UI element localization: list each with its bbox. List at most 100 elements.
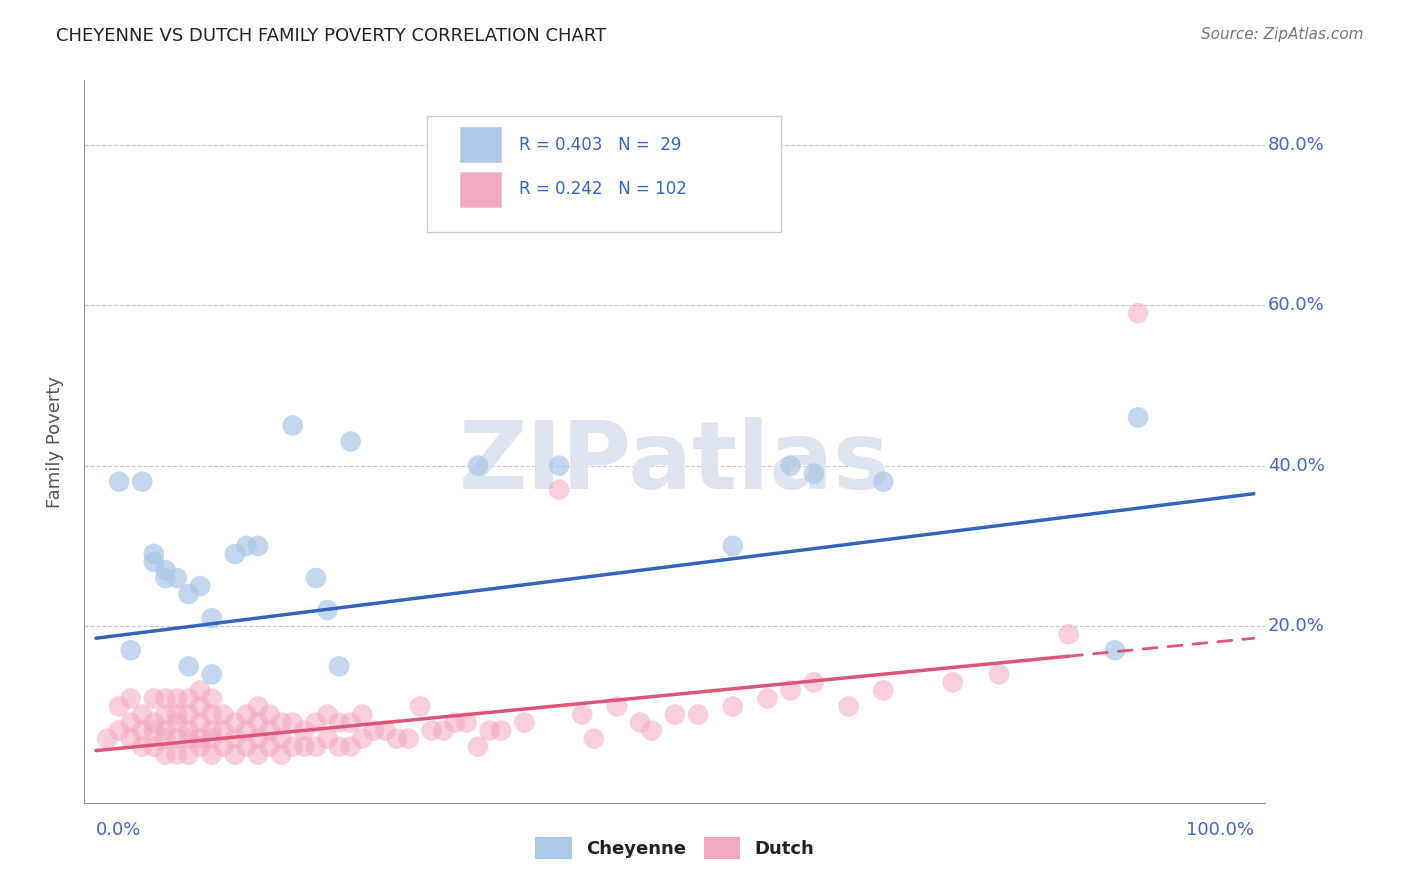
Point: [339, 715, 361, 730]
Point: [374, 723, 396, 738]
Text: CHEYENNE VS DUTCH FAMILY POVERTY CORRELATION CHART: CHEYENNE VS DUTCH FAMILY POVERTY CORRELA…: [56, 27, 606, 45]
Point: [120, 691, 142, 706]
Point: [548, 458, 571, 473]
Point: [779, 458, 801, 473]
Point: [281, 715, 304, 730]
Point: [155, 691, 177, 706]
Point: [281, 418, 304, 433]
Point: [131, 707, 153, 722]
Point: [582, 731, 605, 746]
Point: [721, 699, 744, 714]
Text: 100.0%: 100.0%: [1185, 821, 1254, 838]
Point: [224, 747, 246, 762]
Point: [155, 731, 177, 746]
Point: [328, 739, 350, 754]
Text: ZIPatlas: ZIPatlas: [460, 417, 890, 509]
Point: [467, 739, 489, 754]
Text: 60.0%: 60.0%: [1268, 296, 1324, 314]
Point: [212, 739, 235, 754]
Point: [305, 571, 328, 585]
Point: [803, 467, 825, 481]
Point: [131, 475, 153, 489]
Point: [235, 707, 257, 722]
Point: [201, 691, 224, 706]
Point: [235, 739, 257, 754]
Point: [247, 747, 270, 762]
Point: [201, 707, 224, 722]
Point: [409, 699, 432, 714]
Point: [201, 667, 224, 681]
Point: [478, 723, 501, 738]
Point: [142, 739, 165, 754]
Point: [155, 707, 177, 722]
Legend: Cheyenne, Dutch: Cheyenne, Dutch: [536, 837, 814, 859]
Point: [224, 547, 246, 561]
Point: [942, 675, 965, 690]
Bar: [460, 128, 502, 162]
Point: [155, 563, 177, 577]
Point: [721, 539, 744, 553]
Point: [96, 731, 118, 746]
Point: [188, 715, 211, 730]
Point: [177, 707, 200, 722]
Point: [259, 707, 281, 722]
Point: [235, 539, 257, 553]
Point: [108, 699, 131, 714]
Point: [606, 699, 628, 714]
Point: [177, 691, 200, 706]
Point: [628, 715, 651, 730]
Point: [513, 715, 536, 730]
Point: [166, 731, 188, 746]
Point: [224, 715, 246, 730]
Point: [247, 539, 270, 553]
Point: [571, 707, 593, 722]
Bar: [460, 172, 502, 207]
Point: [201, 747, 224, 762]
Point: [177, 731, 200, 746]
Point: [305, 715, 328, 730]
Point: [1126, 410, 1149, 425]
Point: [201, 723, 224, 738]
Point: [872, 683, 894, 698]
Text: Source: ZipAtlas.com: Source: ZipAtlas.com: [1201, 27, 1364, 42]
Text: 80.0%: 80.0%: [1268, 136, 1324, 153]
Point: [142, 715, 165, 730]
Point: [988, 667, 1011, 681]
Text: 20.0%: 20.0%: [1268, 617, 1324, 635]
Point: [166, 571, 188, 585]
Point: [108, 723, 131, 738]
Point: [456, 715, 478, 730]
Point: [1126, 306, 1149, 320]
Point: [420, 723, 443, 738]
Point: [548, 483, 571, 497]
Point: [328, 659, 350, 673]
FancyBboxPatch shape: [427, 116, 782, 232]
Point: [363, 723, 385, 738]
Point: [444, 715, 467, 730]
Text: 40.0%: 40.0%: [1268, 457, 1324, 475]
Point: [177, 747, 200, 762]
Point: [131, 723, 153, 738]
Point: [316, 731, 339, 746]
Point: [872, 475, 894, 489]
Point: [188, 739, 211, 754]
Point: [352, 707, 374, 722]
Point: [352, 731, 374, 746]
Point: [779, 683, 801, 698]
Text: R = 0.403   N =  29: R = 0.403 N = 29: [519, 136, 682, 153]
Point: [120, 715, 142, 730]
Point: [398, 731, 420, 746]
Point: [756, 691, 779, 706]
Text: 0.0%: 0.0%: [96, 821, 142, 838]
Point: [108, 475, 131, 489]
Point: [212, 707, 235, 722]
Point: [803, 675, 825, 690]
Point: [305, 739, 328, 754]
Point: [155, 571, 177, 585]
Point: [177, 659, 200, 673]
Point: [270, 731, 292, 746]
Point: [281, 739, 304, 754]
Text: R = 0.242   N = 102: R = 0.242 N = 102: [519, 180, 688, 198]
Point: [142, 555, 165, 569]
Point: [1057, 627, 1080, 641]
